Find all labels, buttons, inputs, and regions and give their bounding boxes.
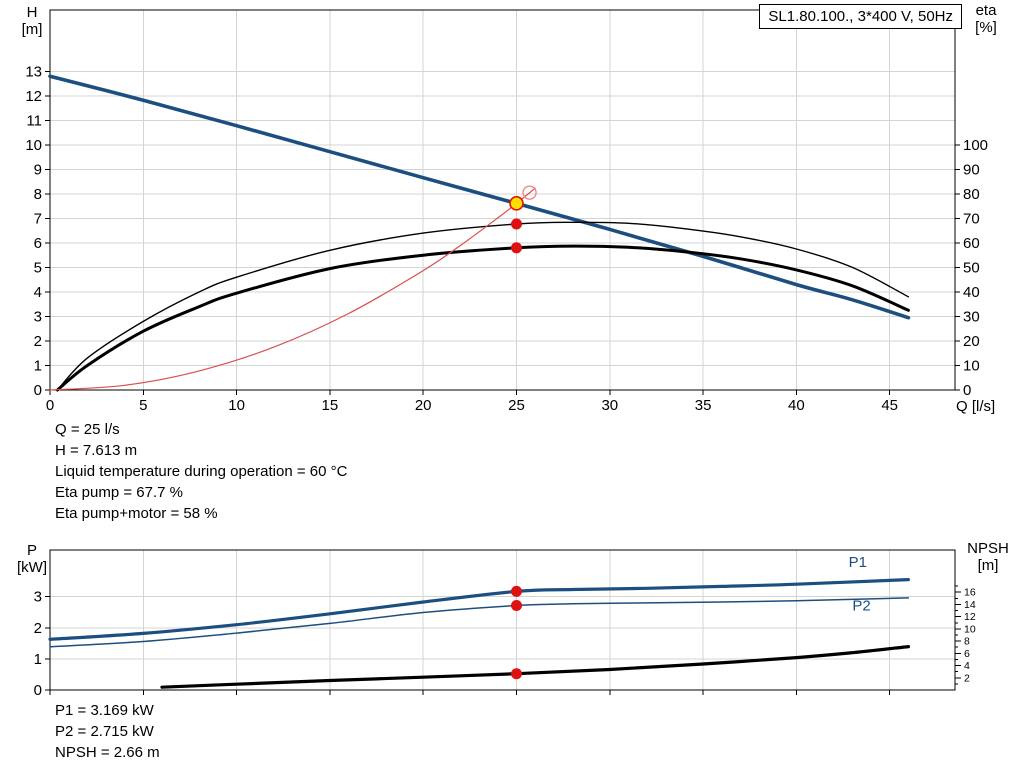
readout-line: NPSH = 2.66 m xyxy=(55,744,160,761)
qh-curve xyxy=(48,74,911,320)
readout-line: H = 7.613 m xyxy=(55,442,138,459)
right-tick-label: 30 xyxy=(963,308,980,325)
left-tick-label: 1 xyxy=(34,651,42,668)
readout-line: Liquid temperature during operation = 60… xyxy=(55,463,348,480)
npsh-curve xyxy=(160,645,910,689)
readout-line: Eta pump+motor = 58 % xyxy=(55,505,218,522)
npsh-tick-label: 2 xyxy=(964,672,970,684)
left-tick-label: 4 xyxy=(34,284,42,301)
power-npsh-ticks xyxy=(45,585,961,695)
npsh-tick-label: 10 xyxy=(964,623,976,635)
npsh-tick-label: 8 xyxy=(964,636,970,648)
p-axis-title-line1: P xyxy=(26,542,37,559)
x-tick-label: 10 xyxy=(228,397,245,414)
q-axis-title: Q [l/s] xyxy=(956,398,996,415)
readout-line: P1 = 3.169 kW xyxy=(55,702,154,719)
readout-line: Q = 25 l/s xyxy=(55,421,120,438)
left-tick-label: 5 xyxy=(34,259,42,276)
p1-curve xyxy=(48,578,910,641)
right-tick-label: 90 xyxy=(963,161,980,178)
system-curve xyxy=(49,187,536,391)
right-tick-label: 10 xyxy=(963,357,980,374)
left-tick-label: 3 xyxy=(34,589,42,606)
right-tick-label: 60 xyxy=(963,235,980,252)
duty-point-readouts: Q = 25 l/s H = 7.613 m Liquid temperature … xyxy=(55,419,347,524)
eta-axis-title: eta [%] xyxy=(966,2,1006,36)
x-tick-label: 35 xyxy=(695,397,712,414)
series-label-p1: P1 xyxy=(849,554,867,571)
p-axis-title-line2: [kW] xyxy=(17,559,47,576)
left-tick-label: 8 xyxy=(34,186,42,203)
power-npsh-frame xyxy=(49,549,956,691)
right-tick-label: 80 xyxy=(963,186,980,203)
series-label-p2: P2 xyxy=(852,598,870,615)
left-tick-label: 13 xyxy=(25,63,42,80)
p2-marker xyxy=(510,600,522,612)
x-tick-label: 40 xyxy=(788,397,805,414)
p1-marker xyxy=(510,585,522,597)
h-axis-title-line1: H xyxy=(26,4,38,21)
eta-axis-title-line2: [%] xyxy=(975,19,997,36)
left-tick-label: 2 xyxy=(34,333,42,350)
left-tick-label: 9 xyxy=(34,161,42,178)
eta-pump-marker xyxy=(510,218,522,230)
npsh-tick-label: 4 xyxy=(964,660,970,672)
npsh-axis-title: NPSH [m] xyxy=(962,540,1014,574)
right-tick-label: 40 xyxy=(963,284,980,301)
p2-curve xyxy=(49,597,910,648)
eta-pump-motor-curve xyxy=(56,244,910,392)
h-axis-title: H [m] xyxy=(12,4,52,38)
x-tick-label: 5 xyxy=(139,397,147,414)
p-axis-title: P [kW] xyxy=(8,542,56,576)
left-tick-label: 1 xyxy=(34,357,42,374)
pump-model-box: SL1.80.100., 3*400 V, 50Hz xyxy=(759,4,962,29)
power-npsh-grid xyxy=(50,550,955,690)
x-tick-label: 45 xyxy=(881,397,898,414)
eta-pump-curve xyxy=(56,221,910,391)
eta-axis-title-line1: eta xyxy=(975,2,997,19)
npsh-axis-title-line2: [m] xyxy=(977,557,999,574)
power-npsh-readouts: P1 = 3.169 kW P2 = 2.715 kW NPSH = 2.66 m xyxy=(55,700,160,763)
duty-point[interactable] xyxy=(509,196,524,211)
right-tick-label: 100 xyxy=(963,137,988,154)
npsh-tick-label: 14 xyxy=(964,599,976,611)
right-tick-label: 20 xyxy=(963,333,980,350)
npsh-tick-label: 16 xyxy=(964,587,976,599)
qh-eta-ticks xyxy=(45,70,960,395)
right-tick-label: 50 xyxy=(963,259,980,276)
readout-line: Eta pump = 67.7 % xyxy=(55,484,183,501)
left-tick-label: 12 xyxy=(25,88,42,105)
left-tick-label: 11 xyxy=(26,112,42,129)
preview-point xyxy=(522,185,537,200)
npsh-axis-title-line1: NPSH xyxy=(967,540,1009,557)
right-tick-label: 70 xyxy=(963,210,980,227)
x-tick-label: 30 xyxy=(601,397,618,414)
right-tick-label: 0 xyxy=(963,382,971,399)
eta-pump-motor-marker xyxy=(510,242,522,254)
x-tick-label: 25 xyxy=(508,397,525,414)
left-tick-label: 10 xyxy=(25,137,42,154)
qh-eta-grid xyxy=(50,10,955,390)
npsh-tick-label: 6 xyxy=(964,648,970,660)
left-tick-label: 2 xyxy=(34,620,42,637)
qh-eta-frame xyxy=(49,9,956,391)
left-tick-label: 3 xyxy=(34,308,42,325)
readout-line: P2 = 2.715 kW xyxy=(55,723,154,740)
left-tick-label: 7 xyxy=(34,210,42,227)
left-tick-label: 0 xyxy=(34,682,42,699)
left-tick-label: 0 xyxy=(34,382,42,399)
npsh-tick-label: 12 xyxy=(964,611,976,623)
x-tick-label: 15 xyxy=(322,397,339,414)
x-tick-label: 0 xyxy=(46,397,54,414)
left-tick-label: 6 xyxy=(34,235,42,252)
h-axis-title-line2: [m] xyxy=(21,21,43,38)
npsh-marker xyxy=(510,668,522,680)
x-tick-label: 20 xyxy=(415,397,432,414)
